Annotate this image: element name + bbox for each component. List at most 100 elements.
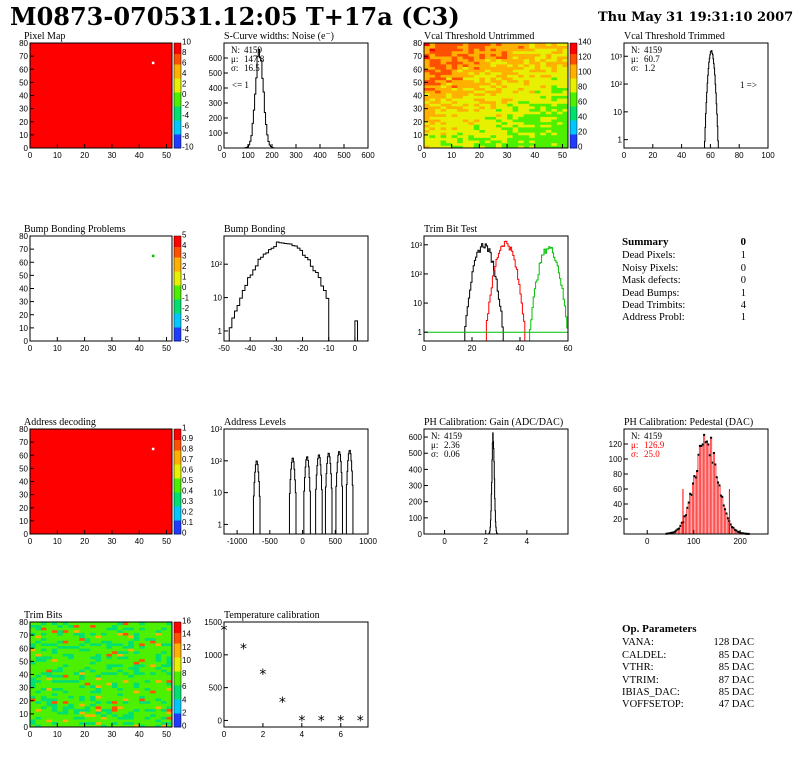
heatmap-cell bbox=[479, 87, 486, 91]
y-tick-label: 1 bbox=[618, 136, 623, 145]
heatmap-cell bbox=[155, 666, 162, 670]
heatmap-cell bbox=[166, 700, 173, 704]
heatmap-cell bbox=[551, 113, 558, 117]
palette-label: 1 bbox=[182, 424, 187, 433]
heatmap-cell bbox=[429, 140, 436, 144]
heatmap-cell bbox=[540, 108, 547, 112]
heatmap-cell bbox=[106, 713, 113, 717]
palette-cell bbox=[174, 674, 181, 679]
y-tick-label: 300 bbox=[209, 99, 223, 108]
heatmap-cell bbox=[117, 692, 124, 696]
heatmap-cell bbox=[111, 682, 118, 686]
heatmap-cell bbox=[150, 706, 157, 710]
heatmap-cell bbox=[435, 61, 442, 65]
heatmap-cell bbox=[523, 79, 530, 83]
palette-cell bbox=[174, 250, 181, 254]
palette-cell bbox=[174, 43, 181, 47]
heatmap-cell bbox=[155, 690, 162, 694]
stat-value: 60.7 bbox=[644, 54, 660, 64]
heatmap-cell bbox=[451, 119, 458, 123]
x-tick-label: 40 bbox=[516, 344, 525, 353]
heatmap-cell bbox=[529, 48, 536, 52]
heatmap-cell bbox=[128, 674, 135, 678]
heatmap-cell bbox=[507, 85, 514, 89]
op-params-title: Op. Parameters bbox=[622, 623, 697, 635]
heatmap-cell bbox=[122, 685, 129, 689]
heatmap-cell bbox=[79, 708, 86, 712]
heatmap-cell bbox=[35, 671, 42, 675]
heatmap-cell bbox=[501, 106, 508, 110]
heatmap-cell bbox=[523, 58, 530, 62]
heatmap-cell bbox=[133, 627, 140, 631]
palette-cell bbox=[174, 127, 181, 131]
heatmap-cell bbox=[150, 648, 157, 652]
heatmap-cell bbox=[484, 145, 491, 149]
heatmap-cell bbox=[155, 706, 162, 710]
heatmap-cell bbox=[62, 627, 69, 631]
palette-cell bbox=[570, 81, 577, 86]
heatmap-cell bbox=[122, 677, 129, 681]
heatmap-cell bbox=[479, 142, 486, 146]
heatmap-cell bbox=[501, 140, 508, 144]
heatmap-cell bbox=[79, 664, 86, 668]
heatmap-cell bbox=[161, 671, 167, 675]
heatmap-cell bbox=[523, 85, 530, 89]
heatmap-cell bbox=[490, 79, 497, 83]
heatmap-cell bbox=[139, 687, 146, 691]
op-param-row: CALDEL: 85 DAC bbox=[622, 650, 754, 662]
heatmap-cell bbox=[512, 108, 519, 112]
heatmap-cell bbox=[540, 124, 547, 128]
heatmap-cell bbox=[501, 127, 508, 131]
palette-label: 6 bbox=[182, 682, 187, 691]
heatmap-cell bbox=[556, 137, 563, 141]
heatmap-cell bbox=[101, 677, 107, 681]
pedestal-point bbox=[693, 475, 696, 478]
heatmap-cell bbox=[68, 692, 75, 696]
heatmap-cell bbox=[150, 669, 157, 673]
heatmap-cell bbox=[562, 106, 569, 110]
heatmap-cell bbox=[451, 103, 458, 107]
palette-cell bbox=[174, 323, 181, 328]
heatmap-cell bbox=[139, 671, 146, 675]
heatmap-cell bbox=[507, 48, 514, 52]
heatmap-cell bbox=[57, 661, 64, 665]
x-tick-label: 0 bbox=[222, 151, 227, 160]
heatmap-cell bbox=[562, 74, 569, 78]
heatmap-cell bbox=[435, 79, 442, 83]
y-tick-label: 10² bbox=[210, 457, 222, 466]
palette-cell bbox=[174, 99, 181, 103]
heatmap-cell bbox=[150, 622, 157, 626]
heatmap-cell bbox=[62, 698, 69, 702]
heatmap-cell bbox=[440, 79, 447, 83]
heatmap-cell bbox=[40, 661, 47, 665]
heatmap-cell bbox=[90, 645, 96, 649]
heatmap-cell bbox=[133, 682, 140, 686]
heatmap-cell bbox=[435, 87, 442, 91]
palette-cell bbox=[174, 460, 181, 465]
heatmap-cell bbox=[128, 627, 135, 631]
heatmap-cell bbox=[51, 724, 58, 728]
heatmap-cell bbox=[479, 108, 486, 112]
heatmap-cell bbox=[457, 132, 464, 136]
heatmap-cell bbox=[562, 111, 569, 115]
heatmap-cell bbox=[144, 643, 151, 647]
heatmap-cell bbox=[111, 650, 118, 654]
heatmap-cell bbox=[111, 713, 118, 717]
heatmap-cell bbox=[473, 106, 480, 110]
heatmap-cell bbox=[496, 66, 502, 70]
heatmap-cell bbox=[128, 632, 135, 636]
heatmap-cell bbox=[435, 69, 442, 73]
heatmap-cell bbox=[30, 719, 36, 723]
palette-cell bbox=[174, 74, 181, 79]
heatmap-cell bbox=[429, 58, 436, 62]
y-tick-label: 500 bbox=[209, 684, 223, 693]
x-tick-label: 30 bbox=[107, 730, 116, 739]
heatmap-cell bbox=[79, 632, 86, 636]
address-level-spike bbox=[345, 449, 354, 534]
x-tick-label: 40 bbox=[135, 537, 144, 546]
heatmap-cell bbox=[73, 661, 80, 665]
summary-label: Address Probl: bbox=[622, 312, 685, 324]
heatmap-cell bbox=[551, 85, 558, 89]
heatmap-cell bbox=[473, 45, 480, 49]
